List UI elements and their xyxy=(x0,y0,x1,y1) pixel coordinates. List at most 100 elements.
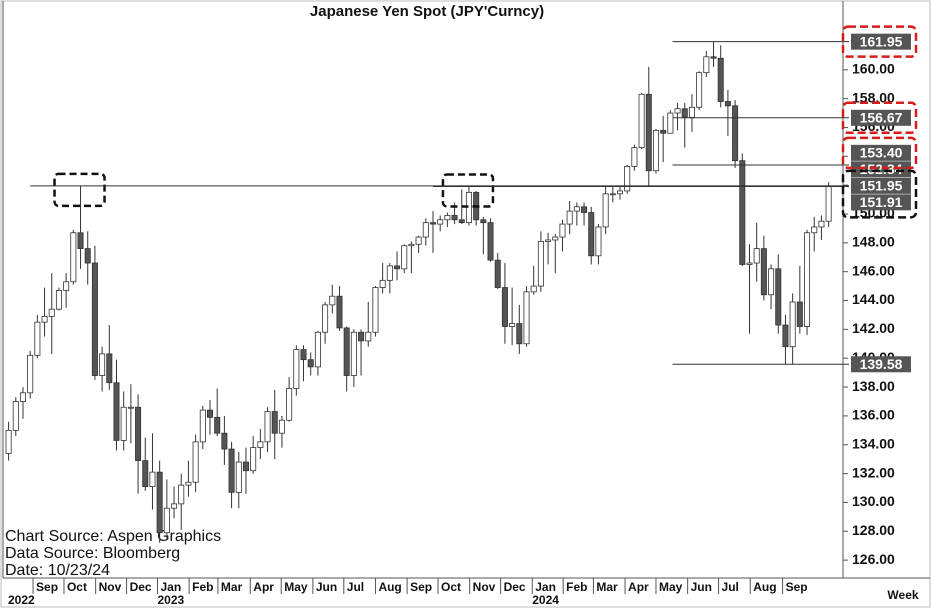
candle-body xyxy=(818,220,825,228)
candle-body xyxy=(149,471,156,487)
candle-body xyxy=(509,323,516,327)
candle-body xyxy=(91,262,98,376)
candle-body xyxy=(451,215,458,221)
candle-body xyxy=(811,226,818,234)
candle-body xyxy=(487,222,494,261)
y-tick-label: 130.00 xyxy=(852,493,895,509)
candle-body xyxy=(573,206,580,212)
year-label: 2023 xyxy=(157,593,184,607)
candle-body xyxy=(775,268,782,326)
candle-body xyxy=(645,93,652,172)
y-tick-label: 134.00 xyxy=(852,435,895,451)
candle-body xyxy=(106,353,113,384)
candle-body xyxy=(739,160,746,265)
candle-body xyxy=(753,248,760,264)
candle-body xyxy=(300,349,307,361)
x-tick-label: Aug xyxy=(753,580,776,594)
x-tick-label: Feb xyxy=(566,580,587,594)
x-tick-label: Apr xyxy=(628,580,649,594)
x-tick-label: Nov xyxy=(473,580,496,594)
candle-body xyxy=(545,239,552,242)
candle-body xyxy=(667,112,674,134)
candle-body xyxy=(41,315,48,323)
level-label-bg xyxy=(851,356,911,373)
candle-body xyxy=(530,285,537,293)
candle-body xyxy=(595,226,602,257)
x-tick-label: Sep xyxy=(786,580,808,594)
y-tick-label: 158.00 xyxy=(852,89,895,105)
x-tick-label: Sep xyxy=(36,580,58,594)
y-tick-label: 136.00 xyxy=(852,407,895,423)
candle-body xyxy=(207,409,214,418)
candle-body xyxy=(214,416,221,434)
candle-body xyxy=(760,248,767,296)
candle-body xyxy=(34,321,41,356)
candle-body xyxy=(422,222,429,238)
highlight-box xyxy=(441,173,495,208)
x-tick-label: May xyxy=(284,580,308,594)
x-tick-label: Apr xyxy=(253,580,274,594)
candle-body xyxy=(55,290,62,310)
candle-body xyxy=(379,279,386,288)
level-label-bg xyxy=(851,161,911,178)
x-tick-label: Sep xyxy=(410,580,432,594)
candle-body xyxy=(602,193,609,228)
y-tick-label: 132.00 xyxy=(852,464,895,480)
level-label: 152.84 xyxy=(860,161,903,177)
candle-body xyxy=(609,193,616,196)
x-tick-label: Aug xyxy=(378,580,401,594)
y-tick-label: 138.00 xyxy=(852,378,895,394)
candle-body xyxy=(523,291,530,345)
candle-body xyxy=(142,460,149,487)
candle-body xyxy=(415,236,422,245)
level-label: 153.40 xyxy=(860,145,903,161)
candle-body xyxy=(286,388,293,421)
candle-body xyxy=(516,323,523,345)
candle-body xyxy=(19,392,26,402)
x-tick-label: Oct xyxy=(67,580,87,594)
candle-body xyxy=(437,219,444,225)
source-text: Date: 10/23/24 xyxy=(5,562,110,579)
candle-body xyxy=(566,210,573,225)
candle-body xyxy=(394,265,401,270)
x-tick-label: Jan xyxy=(535,580,556,594)
candle-body xyxy=(559,223,566,238)
candle-body xyxy=(581,206,588,213)
candle-body xyxy=(271,411,278,434)
candle-body xyxy=(804,232,811,327)
candle-body xyxy=(63,281,70,291)
candle-body xyxy=(401,245,408,270)
y-tick-label: 126.00 xyxy=(852,551,895,567)
candle-body xyxy=(257,441,264,449)
candle-body xyxy=(624,166,631,192)
level-label-bg xyxy=(851,144,911,161)
candle-body xyxy=(185,481,192,486)
year-label: 2022 xyxy=(8,593,35,607)
x-tick-label: Jul xyxy=(347,580,364,594)
candle-body xyxy=(674,108,681,114)
x-tick-label: Dec xyxy=(504,580,526,594)
candle-body xyxy=(264,411,271,443)
candle-body xyxy=(494,259,501,288)
year-label: 2024 xyxy=(532,593,559,607)
candle-body xyxy=(48,308,55,317)
level-box xyxy=(841,169,918,219)
source-text: Data Source: Bloomberg xyxy=(5,545,180,562)
candle-body xyxy=(120,406,127,441)
y-tick-label: 146.00 xyxy=(852,262,895,278)
candle-body xyxy=(27,354,34,394)
candle-body xyxy=(192,441,199,483)
candle-body xyxy=(710,56,717,59)
candle-body xyxy=(537,240,544,287)
candle-body xyxy=(235,461,242,493)
y-tick-label: 128.00 xyxy=(852,522,895,538)
level-label: 156.67 xyxy=(860,110,903,126)
x-tick-label: Jan xyxy=(160,580,181,594)
candle-body xyxy=(336,295,343,329)
candle-body xyxy=(617,190,624,195)
candle-body xyxy=(5,429,12,454)
level-box xyxy=(841,101,918,135)
